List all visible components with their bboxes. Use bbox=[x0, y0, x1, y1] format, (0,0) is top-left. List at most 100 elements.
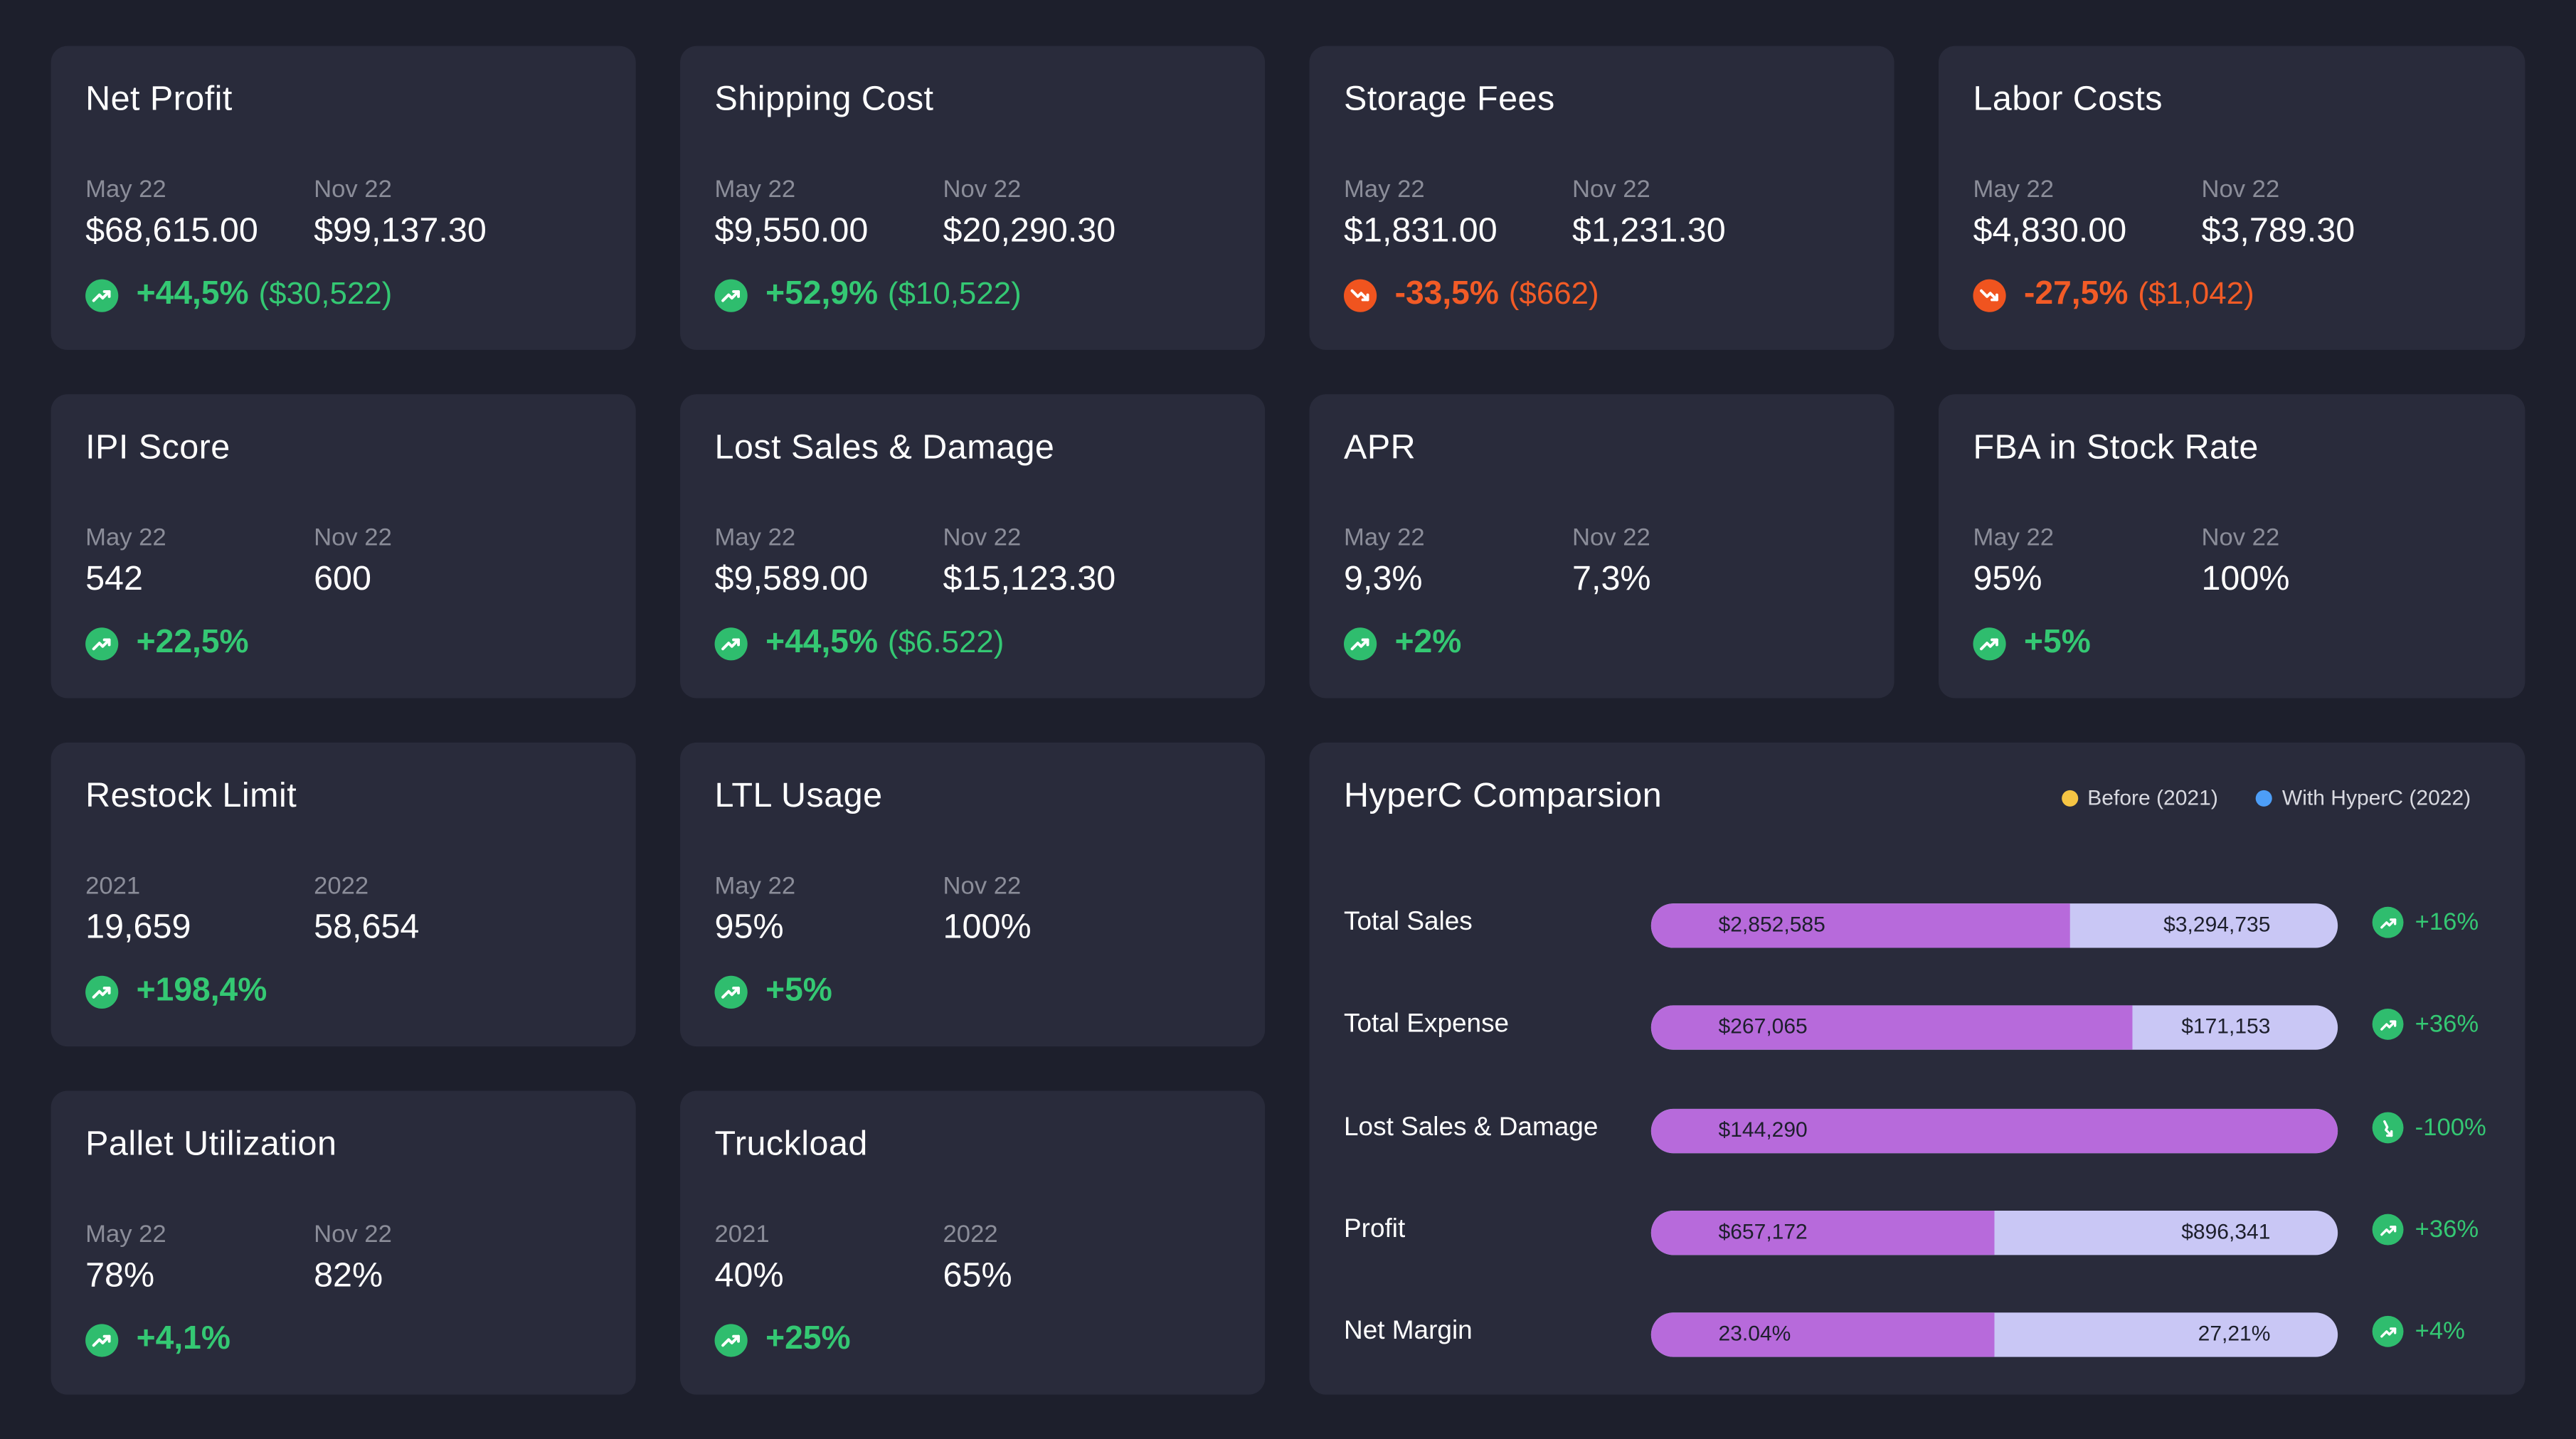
value-2: $99,137.30 bbox=[314, 211, 487, 250]
comparison-trend: +4% bbox=[2372, 1315, 2465, 1347]
value-1: $68,615.00 bbox=[85, 211, 258, 250]
value-2: $3,789.30 bbox=[2201, 211, 2355, 250]
comparison-row-label: Total Expense bbox=[1344, 1010, 1510, 1039]
period-label-1: May 22 bbox=[1973, 524, 2055, 552]
period-label-2: Nov 22 bbox=[314, 524, 392, 552]
trend-up-icon bbox=[85, 627, 119, 660]
card-title: Restock Limit bbox=[85, 777, 297, 815]
card-title: Labor Costs bbox=[1973, 80, 2163, 119]
comparison-bar[interactable]: $2,852,585 $3,294,735 bbox=[1650, 903, 2338, 948]
trend-up-icon bbox=[714, 975, 748, 1008]
trend-indicator: +44,5% ($30,522) bbox=[85, 276, 392, 314]
comparison-trend: +36% bbox=[2372, 1008, 2479, 1040]
comparison-bar[interactable]: 23.04% 27,21% bbox=[1650, 1312, 2338, 1357]
hyperc-comparison-panel: HyperC Comparsion Before (2021) With Hyp… bbox=[1309, 742, 2525, 1395]
trend-indicator: +198,4% bbox=[85, 972, 267, 1010]
metric-card-lost-sales-damage[interactable]: Lost Sales & Damage May 22 Nov 22 $9,589.00… bbox=[680, 394, 1266, 699]
value-1: 542 bbox=[85, 560, 144, 598]
trend-indicator: +22,5% bbox=[85, 625, 249, 662]
trend-down-icon bbox=[2372, 1112, 2404, 1144]
value-2: 65% bbox=[943, 1256, 1012, 1295]
value-1: $9,589.00 bbox=[714, 560, 869, 598]
trend-indicator: -33,5% ($662) bbox=[1344, 276, 1599, 314]
period-label-2: Nov 22 bbox=[314, 176, 392, 204]
metric-card-pallet-utilization[interactable]: Pallet Utilization May 22 Nov 22 78% 82% +4,1… bbox=[51, 1090, 636, 1395]
period-label-1: May 22 bbox=[714, 872, 796, 901]
bar-value-before: $657,172 bbox=[1718, 1218, 1808, 1244]
metric-card-ipi-score[interactable]: IPI Score May 22 Nov 22 542 600 +22,5% bbox=[51, 394, 636, 699]
change-percent: +5% bbox=[2024, 624, 2091, 661]
period-label-2: Nov 22 bbox=[943, 872, 1022, 901]
comparison-bar[interactable]: $144,290 bbox=[1650, 1108, 2338, 1154]
comparison-legend: Before (2021) With HyperC (2022) bbox=[2023, 785, 2471, 810]
change-amount: ($10,522) bbox=[887, 277, 1022, 312]
legend-label-before: Before (2021) bbox=[2087, 785, 2218, 810]
bar-segment-before bbox=[1650, 903, 2070, 948]
value-2: $15,123.30 bbox=[943, 560, 1116, 598]
period-label-1: 2021 bbox=[714, 1220, 770, 1249]
metric-card-apr[interactable]: APR May 22 Nov 22 9,3% 7,3% +2% bbox=[1309, 394, 1894, 699]
change-amount: ($662) bbox=[1508, 277, 1599, 312]
period-label-2: 2022 bbox=[943, 1220, 998, 1249]
change-percent: +4,1% bbox=[136, 1320, 230, 1357]
card-title: LTL Usage bbox=[714, 777, 883, 815]
legend-item-before: Before (2021) bbox=[2061, 785, 2218, 810]
value-1: $1,831.00 bbox=[1344, 211, 1498, 250]
period-label-1: May 22 bbox=[85, 1220, 166, 1249]
card-title: Storage Fees bbox=[1344, 80, 1555, 119]
comparison-row: Profit $657,172 $896,341 +36% bbox=[1310, 1211, 2525, 1255]
comparison-row-label: Total Sales bbox=[1344, 908, 1473, 937]
metric-card-storage-fees[interactable]: Storage Fees May 22 Nov 22 $1,831.00 $1,231.… bbox=[1309, 46, 1894, 350]
period-label-1: May 22 bbox=[85, 176, 166, 204]
trend-up-icon bbox=[85, 1323, 119, 1356]
period-label-1: May 22 bbox=[1344, 524, 1425, 552]
metric-card-net-profit[interactable]: Net Profit May 22 Nov 22 $68,615.00 $99,137.… bbox=[51, 46, 636, 350]
period-label-2: Nov 22 bbox=[2201, 176, 2280, 204]
period-label-2: 2022 bbox=[314, 872, 369, 901]
comparison-row-label: Profit bbox=[1344, 1215, 1406, 1244]
value-1: $9,550.00 bbox=[714, 211, 869, 250]
trend-up-icon bbox=[2372, 906, 2404, 938]
trend-up-icon bbox=[1344, 627, 1377, 660]
bar-value-after: $896,341 bbox=[2181, 1218, 2271, 1244]
value-1: 78% bbox=[85, 1256, 155, 1295]
card-title: APR bbox=[1344, 428, 1416, 467]
value-2: 100% bbox=[2201, 560, 2290, 598]
value-2: 600 bbox=[314, 560, 372, 598]
comparison-change: +4% bbox=[2415, 1317, 2465, 1346]
card-title: Net Profit bbox=[85, 80, 233, 119]
period-label-2: Nov 22 bbox=[314, 1220, 392, 1249]
value-2: 100% bbox=[943, 908, 1032, 947]
comparison-trend: +16% bbox=[2372, 906, 2479, 938]
trend-up-icon bbox=[1973, 627, 2006, 660]
comparison-change: +16% bbox=[2415, 908, 2479, 937]
change-percent: +22,5% bbox=[136, 624, 249, 661]
metric-card-fba-in-stock-rate[interactable]: FBA in Stock Rate May 22 Nov 22 95% 100% +5% bbox=[1938, 394, 2525, 699]
legend-item-after: With HyperC (2022) bbox=[2255, 785, 2471, 810]
metric-card-labor-costs[interactable]: Labor Costs May 22 Nov 22 $4,830.00 $3,789.3… bbox=[1938, 46, 2525, 350]
trend-up-icon bbox=[714, 278, 748, 312]
metric-card-truckload[interactable]: Truckload 2021 2022 40% 65% +25% bbox=[680, 1090, 1266, 1395]
metric-card-shipping-cost[interactable]: Shipping Cost May 22 Nov 22 $9,550.00 $20,29… bbox=[680, 46, 1266, 350]
bar-value-before: $144,290 bbox=[1718, 1117, 1808, 1142]
change-percent: -33,5% bbox=[1394, 275, 1499, 312]
comparison-row: Net Margin 23.04% 27,21% +4% bbox=[1310, 1312, 2525, 1357]
trend-down-icon bbox=[1973, 278, 2006, 312]
change-percent: +44,5% bbox=[765, 624, 879, 661]
legend-label-after: With HyperC (2022) bbox=[2281, 785, 2471, 810]
trend-indicator: +44,5% ($6.522) bbox=[714, 624, 1004, 662]
comparison-row: Lost Sales & Damage $144,290 -100% bbox=[1310, 1108, 2525, 1154]
comparison-title: HyperC Comparsion bbox=[1344, 777, 1663, 815]
bar-value-before: $2,852,585 bbox=[1718, 911, 1825, 937]
change-percent: +44,5% bbox=[136, 275, 249, 312]
metric-card-restock-limit[interactable]: Restock Limit 2021 2022 19,659 58,654 +198,4% bbox=[51, 742, 636, 1047]
value-2: $20,290.30 bbox=[943, 211, 1116, 250]
comparison-bar[interactable]: $657,172 $896,341 bbox=[1650, 1211, 2338, 1255]
metric-card-ltl-usage[interactable]: LTL Usage May 22 Nov 22 95% 100% +5% bbox=[680, 742, 1266, 1047]
comparison-row: Total Sales $2,852,585 $3,294,735 +16% bbox=[1310, 903, 2525, 948]
trend-up-icon bbox=[714, 627, 748, 660]
comparison-bar[interactable]: $267,065 $171,153 bbox=[1650, 1005, 2338, 1050]
period-label-1: May 22 bbox=[85, 524, 166, 552]
trend-up-icon bbox=[714, 1323, 748, 1356]
value-2: 7,3% bbox=[1572, 560, 1651, 598]
